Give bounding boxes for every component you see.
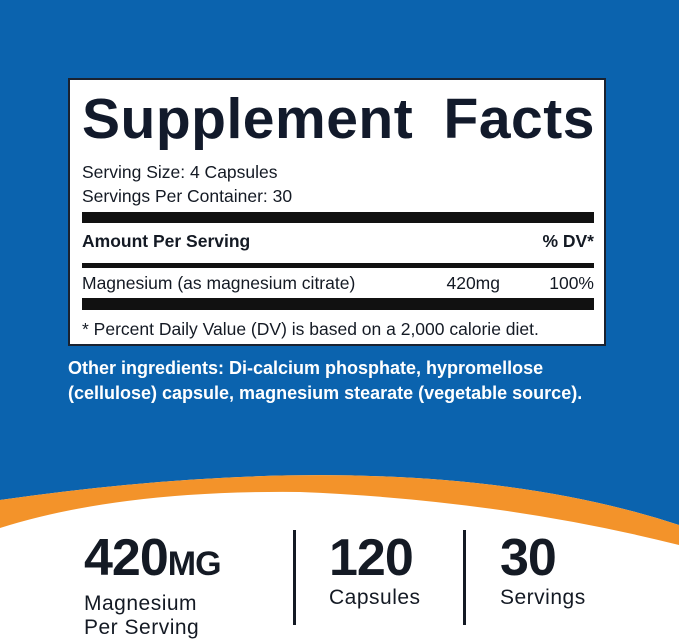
dv-header: % DV* xyxy=(542,231,594,251)
stat-label: Capsules xyxy=(329,586,421,609)
serving-size: Serving Size: 4 Capsules xyxy=(82,162,278,182)
nutrient-dv: 100% xyxy=(549,273,594,293)
stat-label: Magnesium xyxy=(84,592,198,615)
stat-magnesium: 420MG Magnesium Per Serving xyxy=(84,529,222,640)
stat-capsules: 120 Capsules xyxy=(329,530,421,610)
servings-per-container: Servings Per Container: 30 xyxy=(82,186,293,206)
stat-servings: 30 Servings xyxy=(500,530,586,610)
stat-label: Servings xyxy=(500,586,586,609)
supplement-facts-panel: Supplement Facts Serving Size: 4 Capsule… xyxy=(68,78,606,346)
panel-title: Supplement Facts xyxy=(82,87,595,151)
footnote: * Percent Daily Value (DV) is based on a… xyxy=(82,319,539,339)
nutrient-name: Magnesium (as magnesium citrate) xyxy=(82,273,356,293)
stat-divider xyxy=(463,530,466,625)
other-ingredients-line: (cellulose) capsule, magnesium stearate … xyxy=(68,383,583,403)
stat-value: 120 xyxy=(329,529,414,587)
stat-unit: MG xyxy=(167,545,222,583)
amount-per-serving-header: Amount Per Serving xyxy=(82,231,251,251)
other-ingredients-line: Other ingredients: Di-calcium phosphate,… xyxy=(68,358,544,378)
other-ingredients: Other ingredients: Di-calcium phosphate,… xyxy=(68,356,628,406)
divider-thick xyxy=(82,298,594,310)
stat-value: 30 xyxy=(500,529,557,587)
stat-label: Per Serving xyxy=(84,616,200,639)
divider xyxy=(82,263,594,268)
divider-thick xyxy=(82,212,594,223)
stat-divider xyxy=(293,530,296,625)
stat-value: 420 xyxy=(84,529,169,587)
nutrient-amount: 420mg xyxy=(446,273,500,293)
